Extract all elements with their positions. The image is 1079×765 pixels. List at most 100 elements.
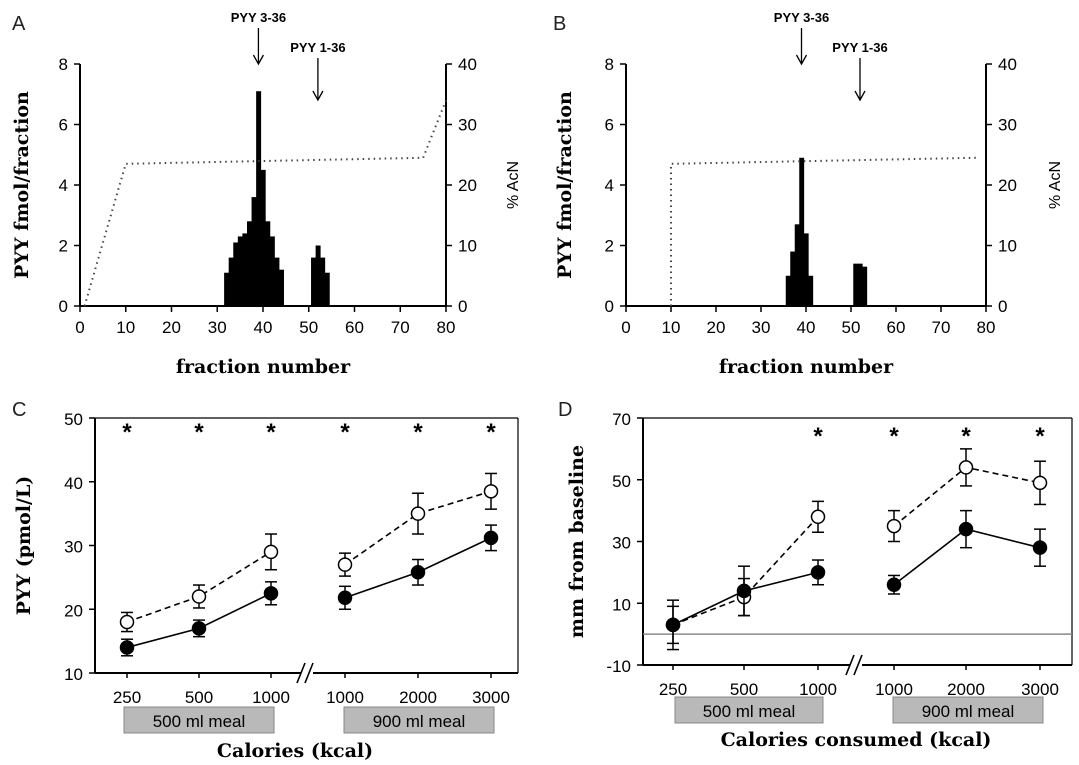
series-open-line — [893, 466, 1041, 527]
y-axis-title: PYY fmol/fraction — [11, 91, 33, 279]
significance-star: * — [889, 423, 899, 450]
histogram-bar — [857, 263, 863, 306]
histogram-bar — [265, 221, 271, 306]
meal-group-label: 500 ml meal — [703, 702, 796, 721]
meal-group-label: 900 ml meal — [373, 712, 466, 731]
x-tick-label: 20 — [162, 318, 181, 337]
peak-annotation-label: PYY 3-36 — [774, 10, 829, 25]
filled-circle-marker — [337, 590, 353, 606]
y-tick-label: -10 — [606, 657, 631, 676]
histogram-bar — [279, 269, 284, 306]
y-tick-label: 10 — [64, 665, 83, 684]
open-circle-marker — [410, 506, 426, 521]
filled-circle-marker — [1032, 540, 1048, 555]
open-circle-marker — [119, 614, 135, 630]
y2-tick-label: 0 — [458, 297, 467, 316]
histogram-bar — [311, 257, 317, 306]
x-tick-label: 500 — [730, 680, 758, 699]
y-axis-title: PYY (pmol/L) — [13, 476, 35, 616]
panel-letter-d: D — [558, 399, 572, 421]
y-tick-label: 70 — [612, 410, 631, 429]
axis-break-mark — [853, 654, 863, 676]
x-tick-label: 80 — [437, 318, 456, 337]
y-tick-label: 2 — [605, 237, 614, 256]
open-circle-marker — [263, 544, 279, 560]
panel-letter-a: A — [12, 13, 26, 35]
x-tick-label: 250 — [659, 680, 687, 699]
filled-circle-marker — [958, 521, 974, 537]
x-tick-label: 50 — [299, 318, 318, 337]
histogram-bar — [853, 263, 859, 306]
significance-star: * — [413, 419, 423, 446]
filled-circle-marker — [483, 530, 499, 546]
filled-circle-marker — [810, 565, 826, 580]
histogram-bar — [237, 236, 243, 306]
y2-tick-label: 10 — [998, 237, 1017, 256]
histogram-bar — [785, 275, 791, 306]
open-circle-marker — [337, 557, 353, 572]
meal-group-box — [123, 706, 275, 734]
panel-letter-b: B — [553, 13, 566, 35]
x-tick-label: 70 — [932, 318, 951, 337]
histogram-bar — [808, 275, 814, 306]
axis-break-mark — [845, 654, 855, 676]
x-tick-label: 30 — [208, 318, 227, 337]
x-tick-label: 0 — [621, 318, 630, 337]
filled-circle-marker — [263, 586, 279, 601]
filled-circle-marker — [886, 577, 902, 592]
histogram-bar — [233, 242, 239, 306]
y-axis-title: mm from baseline — [566, 445, 588, 638]
panel-letter-c: C — [12, 399, 26, 421]
y-axis-title: PYY fmol/fraction — [554, 91, 576, 279]
histogram-bar — [224, 272, 230, 306]
y2-tick-label: 30 — [998, 116, 1017, 135]
significance-star: * — [194, 419, 204, 446]
filled-circle-marker — [191, 621, 207, 636]
histogram-bar — [803, 233, 809, 306]
y-tick-label: 0 — [59, 297, 68, 316]
significance-star: * — [813, 423, 823, 450]
x-tick-label: 20 — [707, 318, 726, 337]
meal-group-label: 900 ml meal — [922, 702, 1015, 721]
x-axis-title: Calories (kcal) — [217, 740, 373, 762]
x-tick-label: 70 — [391, 318, 410, 337]
acn-gradient-line — [670, 156, 978, 306]
peak-annotation-label: PYY 3-36 — [231, 10, 286, 25]
meal-group-box — [892, 696, 1044, 724]
x-tick-label: 10 — [662, 318, 681, 337]
peak-annotation-label: PYY 1-36 — [832, 40, 887, 55]
axis-break-mark — [296, 662, 306, 684]
panel-c-chart: 10 20 30 40 50 250 500 1000 1000 2000 3000 * * * * * * 50… — [13, 410, 519, 762]
open-circle-marker — [191, 589, 207, 604]
y-tick-label: 8 — [605, 55, 614, 74]
histogram-bar — [246, 221, 252, 306]
significance-star: * — [486, 419, 496, 446]
y-tick-label: 40 — [64, 474, 83, 493]
filled-circle-marker — [665, 617, 681, 633]
x-tick-label: 250 — [113, 688, 141, 707]
y-tick-label: 20 — [64, 601, 83, 620]
histogram-bar — [324, 272, 330, 306]
significance-star: * — [961, 423, 971, 450]
y-tick-label: 4 — [59, 176, 68, 195]
x-tick-label: 60 — [887, 318, 906, 337]
meal-group-box — [343, 706, 495, 734]
histogram-bar — [256, 91, 262, 306]
meal-group-label: 500 ml meal — [153, 712, 246, 731]
y-tick-label: 30 — [64, 538, 83, 557]
histogram-bar — [790, 251, 796, 306]
y2-tick-label: 20 — [458, 176, 477, 195]
arrow-head — [252, 54, 264, 66]
y2-axis-title: % AcN — [1047, 161, 1064, 209]
x-tick-label: 2000 — [947, 680, 985, 699]
arrow-head — [795, 54, 808, 66]
open-circle-marker — [1032, 475, 1048, 491]
y2-tick-label: 0 — [998, 297, 1007, 316]
x-tick-label: 500 — [185, 688, 213, 707]
y-tick-label: 8 — [59, 55, 68, 74]
open-circle-marker — [886, 518, 902, 534]
meal-group-box — [674, 696, 824, 724]
x-tick-label: 80 — [977, 318, 996, 337]
y2-tick-label: 40 — [458, 55, 477, 74]
